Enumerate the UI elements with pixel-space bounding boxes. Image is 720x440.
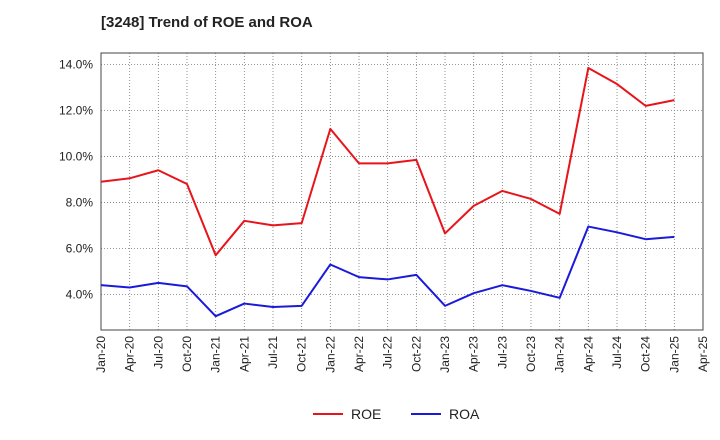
x-tick-label: Jan-25 bbox=[667, 336, 681, 373]
x-tick-label: Oct-23 bbox=[524, 336, 538, 372]
x-tick-label: Oct-24 bbox=[639, 336, 653, 372]
chart-title: [3248] Trend of ROE and ROA bbox=[101, 14, 313, 31]
x-tick-label: Apr-25 bbox=[696, 336, 710, 372]
x-tick-label: Apr-23 bbox=[467, 336, 481, 372]
y-tick-labels: 4.0% 6.0% 8.0% 10.0% 12.0% 14.0% bbox=[59, 57, 93, 301]
x-tick-label: Jan-20 bbox=[94, 336, 108, 373]
x-tick-label: Apr-22 bbox=[352, 336, 366, 372]
x-tick-label: Oct-21 bbox=[295, 336, 309, 372]
x-tick-label: Jul-24 bbox=[610, 336, 624, 369]
y-tick-label: 14.0% bbox=[59, 57, 93, 71]
x-tick-label: Apr-24 bbox=[581, 336, 595, 372]
series-lines bbox=[100, 66, 675, 318]
x-tick-label: Jul-20 bbox=[151, 336, 165, 369]
x-tick-label: Apr-20 bbox=[123, 336, 137, 372]
x-tick-label: Jan-21 bbox=[209, 336, 223, 373]
x-tick-label: Jan-23 bbox=[438, 336, 452, 373]
series-line-roa bbox=[100, 225, 675, 318]
axes bbox=[100, 52, 704, 331]
grid-lines bbox=[100, 53, 704, 330]
x-tick-label: Jul-21 bbox=[266, 336, 280, 369]
legend-label-roe: ROE bbox=[351, 406, 381, 422]
x-tick-label: Jan-24 bbox=[553, 336, 567, 373]
series-line-roe bbox=[100, 66, 675, 257]
x-tick-label: Jul-23 bbox=[495, 336, 509, 369]
x-tick-labels: Jan-20 Apr-20 Jul-20 Oct-20 Jan-21 Apr-21 Jul-… bbox=[94, 336, 710, 373]
x-tick-label: Jan-22 bbox=[323, 336, 337, 373]
plot-frame bbox=[100, 52, 704, 331]
x-tick-label: Oct-20 bbox=[180, 336, 194, 372]
x-tick-label: Oct-22 bbox=[409, 336, 423, 372]
y-tick-label: 4.0% bbox=[66, 287, 94, 301]
x-tick-label: Apr-21 bbox=[237, 336, 251, 372]
y-tick-label: 10.0% bbox=[59, 149, 93, 163]
legend: ROE ROA bbox=[313, 406, 480, 422]
y-tick-label: 8.0% bbox=[66, 195, 94, 209]
x-tick-label: Jul-22 bbox=[381, 336, 395, 369]
legend-label-roa: ROA bbox=[449, 406, 480, 422]
y-tick-label: 12.0% bbox=[59, 103, 93, 117]
y-tick-label: 6.0% bbox=[66, 241, 94, 255]
